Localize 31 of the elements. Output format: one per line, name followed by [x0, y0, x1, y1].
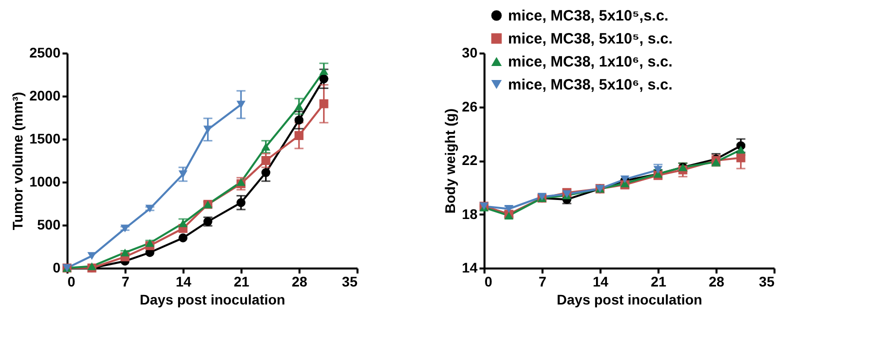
y-tick-label: 2000 [29, 88, 61, 104]
legend-label: mice, MC38, 5x10⁶, s.c. [508, 76, 673, 94]
y-axis-title: Body weight (g) [442, 108, 458, 214]
y-tick-label: 2500 [29, 44, 61, 60]
x-tick-label: 21 [234, 274, 250, 290]
y-tick-label: 1500 [29, 130, 61, 146]
x-tick-label: 0 [484, 274, 492, 290]
y-tick-label: 18 [462, 206, 478, 222]
legend-label: mice, MC38, 1x10⁶, s.c. [508, 54, 673, 70]
x-tick-label: 14 [592, 274, 608, 290]
y-tick-label: 14 [462, 260, 478, 276]
x-tick-label: 14 [176, 274, 192, 290]
legend-label: mice, MC38, 5x10⁵, s.c. [508, 30, 673, 48]
y-tick-label: 22 [462, 152, 478, 168]
legend-label: mice, MC38, 5x10⁵,s.c. [508, 8, 668, 24]
x-tick-label: 7 [538, 274, 547, 290]
x-tick-label: 35 [342, 274, 358, 290]
y-tick-label: 26 [462, 98, 478, 114]
x-tick-label: 28 [292, 274, 308, 290]
x-tick-label: 28 [708, 274, 724, 290]
y-tick-label: 0 [52, 260, 61, 276]
y-tick-label: 1000 [29, 174, 61, 190]
x-axis-title: Days post inoculation [556, 292, 702, 308]
y-tick-label: 30 [462, 44, 478, 60]
y-tick-label: 500 [37, 216, 61, 232]
x-axis-title: Days post inoculation [140, 292, 286, 308]
x-tick-label: 21 [650, 274, 666, 290]
x-tick-label: 35 [758, 274, 775, 290]
x-tick-label: 0 [68, 274, 76, 290]
x-tick-label: 7 [122, 274, 130, 290]
y-axis-title: Tumor volume (mm³) [9, 92, 26, 230]
